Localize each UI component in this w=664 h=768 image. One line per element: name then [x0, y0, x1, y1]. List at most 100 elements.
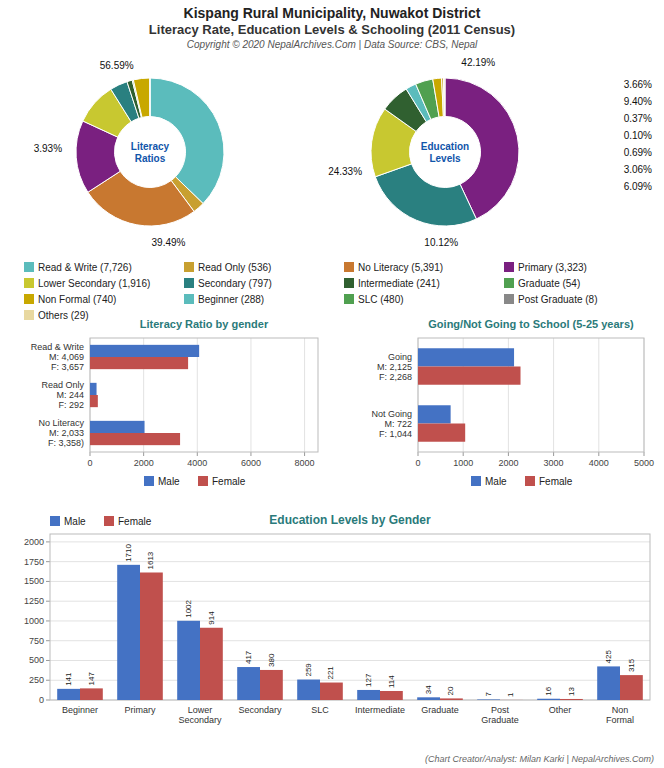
data-label: 221	[327, 666, 336, 680]
legend-label: Beginner (288)	[198, 294, 264, 305]
page-title: Kispang Rural Municipality, Nuwakot Dist…	[184, 5, 481, 21]
grid-line	[50, 561, 650, 562]
bar	[418, 424, 465, 442]
tick-mark	[46, 700, 50, 701]
plot-frame	[90, 338, 318, 452]
category-label: Intermediate	[355, 705, 405, 715]
bar	[90, 433, 180, 445]
legend-swatch	[471, 476, 481, 486]
bar	[560, 699, 583, 700]
category-label-line: F: 2,268	[379, 372, 412, 382]
legend-swatch	[104, 516, 114, 526]
bar	[537, 699, 560, 700]
bar	[297, 680, 320, 700]
bar	[80, 688, 103, 700]
data-label: 1002	[184, 599, 193, 617]
data-label: 16	[544, 686, 553, 695]
bar	[90, 395, 98, 407]
bar	[260, 670, 283, 700]
bar	[418, 367, 521, 385]
tick-label: 500	[29, 655, 44, 665]
tick-label: 750	[29, 636, 44, 646]
category-label-line: Other	[549, 705, 572, 715]
category-label-line: Formal	[606, 715, 634, 725]
bar	[417, 697, 440, 700]
chart-title: Going/Not Going to School (5-25 years)	[428, 318, 634, 330]
legend-label: Female	[539, 476, 573, 487]
grid-line	[553, 338, 554, 452]
data-label: 114	[387, 675, 396, 688]
data-label: 1710	[124, 543, 133, 561]
data-label: 417	[244, 650, 253, 664]
legend-label: Male	[485, 476, 507, 487]
legend-label: Lower Secondary (1,916)	[38, 278, 150, 289]
pie-title-line: Literacy	[131, 141, 170, 152]
category-label: Beginner	[62, 705, 98, 715]
tick-label: 4000	[187, 458, 207, 468]
data-label: 20	[447, 686, 456, 695]
legend-swatch	[344, 262, 354, 272]
category-label-line: F: 1,044	[379, 429, 412, 439]
pie: EducationLevels42.19%24.33%10.12%3.66%9.…	[328, 57, 652, 249]
tick-mark	[46, 601, 50, 602]
bar-chart: Going/Not Going to School (5-25 years)01…	[371, 318, 654, 487]
pie-annotation: 0.69%	[624, 147, 652, 158]
legend-label: No Literacy (5,391)	[358, 262, 443, 273]
legend-label: Primary (3,323)	[518, 262, 587, 273]
category-label: Other	[549, 705, 572, 715]
pie-title: EducationLevels	[421, 141, 469, 164]
pie-annotation: 3.66%	[624, 79, 652, 90]
category-label-line: Beginner	[62, 705, 98, 715]
pie-annotation: 6.09%	[624, 181, 652, 192]
pie-annotation: 3.93%	[34, 143, 62, 154]
category-label: Read & WriteM: 4,069F: 3,657	[31, 342, 84, 372]
data-labels: 1411471710161310029144173802592211271143…	[64, 543, 636, 696]
copyright: Copyright © 2020 NepalArchives.Com | Dat…	[187, 39, 478, 50]
data-label: 259	[304, 663, 313, 677]
data-label: 13	[567, 687, 576, 696]
tick-label: 0	[415, 458, 420, 468]
bar	[500, 699, 523, 700]
legend-swatch	[344, 278, 354, 288]
bar-chart: Literacy Ratio by gender0200040006000800…	[31, 318, 318, 487]
legend-label: Graduate (54)	[518, 278, 580, 289]
pie-annotation: 42.19%	[461, 57, 495, 68]
tick-label: 2000	[134, 458, 154, 468]
tick-label: 1500	[24, 576, 44, 586]
bar	[380, 691, 403, 700]
tick-mark	[143, 452, 144, 456]
category-label: PostGraduate	[481, 705, 519, 725]
category-label-line: Graduate	[421, 705, 459, 715]
tick-mark	[418, 452, 419, 456]
legend-label: Others (29)	[38, 310, 89, 321]
legend-swatch	[504, 294, 514, 304]
bar	[200, 628, 223, 700]
legend-swatch	[504, 262, 514, 272]
data-label: 380	[267, 653, 276, 667]
category-label-line: Read Only	[41, 380, 84, 390]
pie-slice	[442, 78, 445, 117]
tick-mark	[46, 640, 50, 641]
tick-mark	[250, 452, 251, 456]
bar	[357, 690, 380, 700]
bar	[440, 698, 463, 700]
category-label: GoingM: 2,125F: 2,268	[377, 352, 412, 382]
category-label-line: F: 3,358)	[48, 438, 84, 448]
bar	[117, 565, 140, 700]
tick-label: 1250	[24, 596, 44, 606]
tick-mark	[508, 452, 509, 456]
category-label: Read OnlyM: 244F: 292	[41, 380, 84, 410]
data-label: 141	[64, 672, 73, 686]
pie-annotation: 39.49%	[152, 237, 186, 248]
category-label: SLC	[311, 705, 329, 715]
pie-slice	[443, 78, 445, 116]
legend-label: Male	[158, 476, 180, 487]
category-label-line: M: 722	[384, 419, 412, 429]
category-label-line: Lower	[188, 705, 213, 715]
pie-slice	[444, 78, 445, 116]
data-label: 34	[424, 685, 433, 694]
pie-annotation: 24.33%	[328, 166, 362, 177]
category-label-line: F: 292	[58, 400, 84, 410]
data-label: 914	[207, 611, 216, 625]
data-label: 315	[627, 658, 636, 672]
